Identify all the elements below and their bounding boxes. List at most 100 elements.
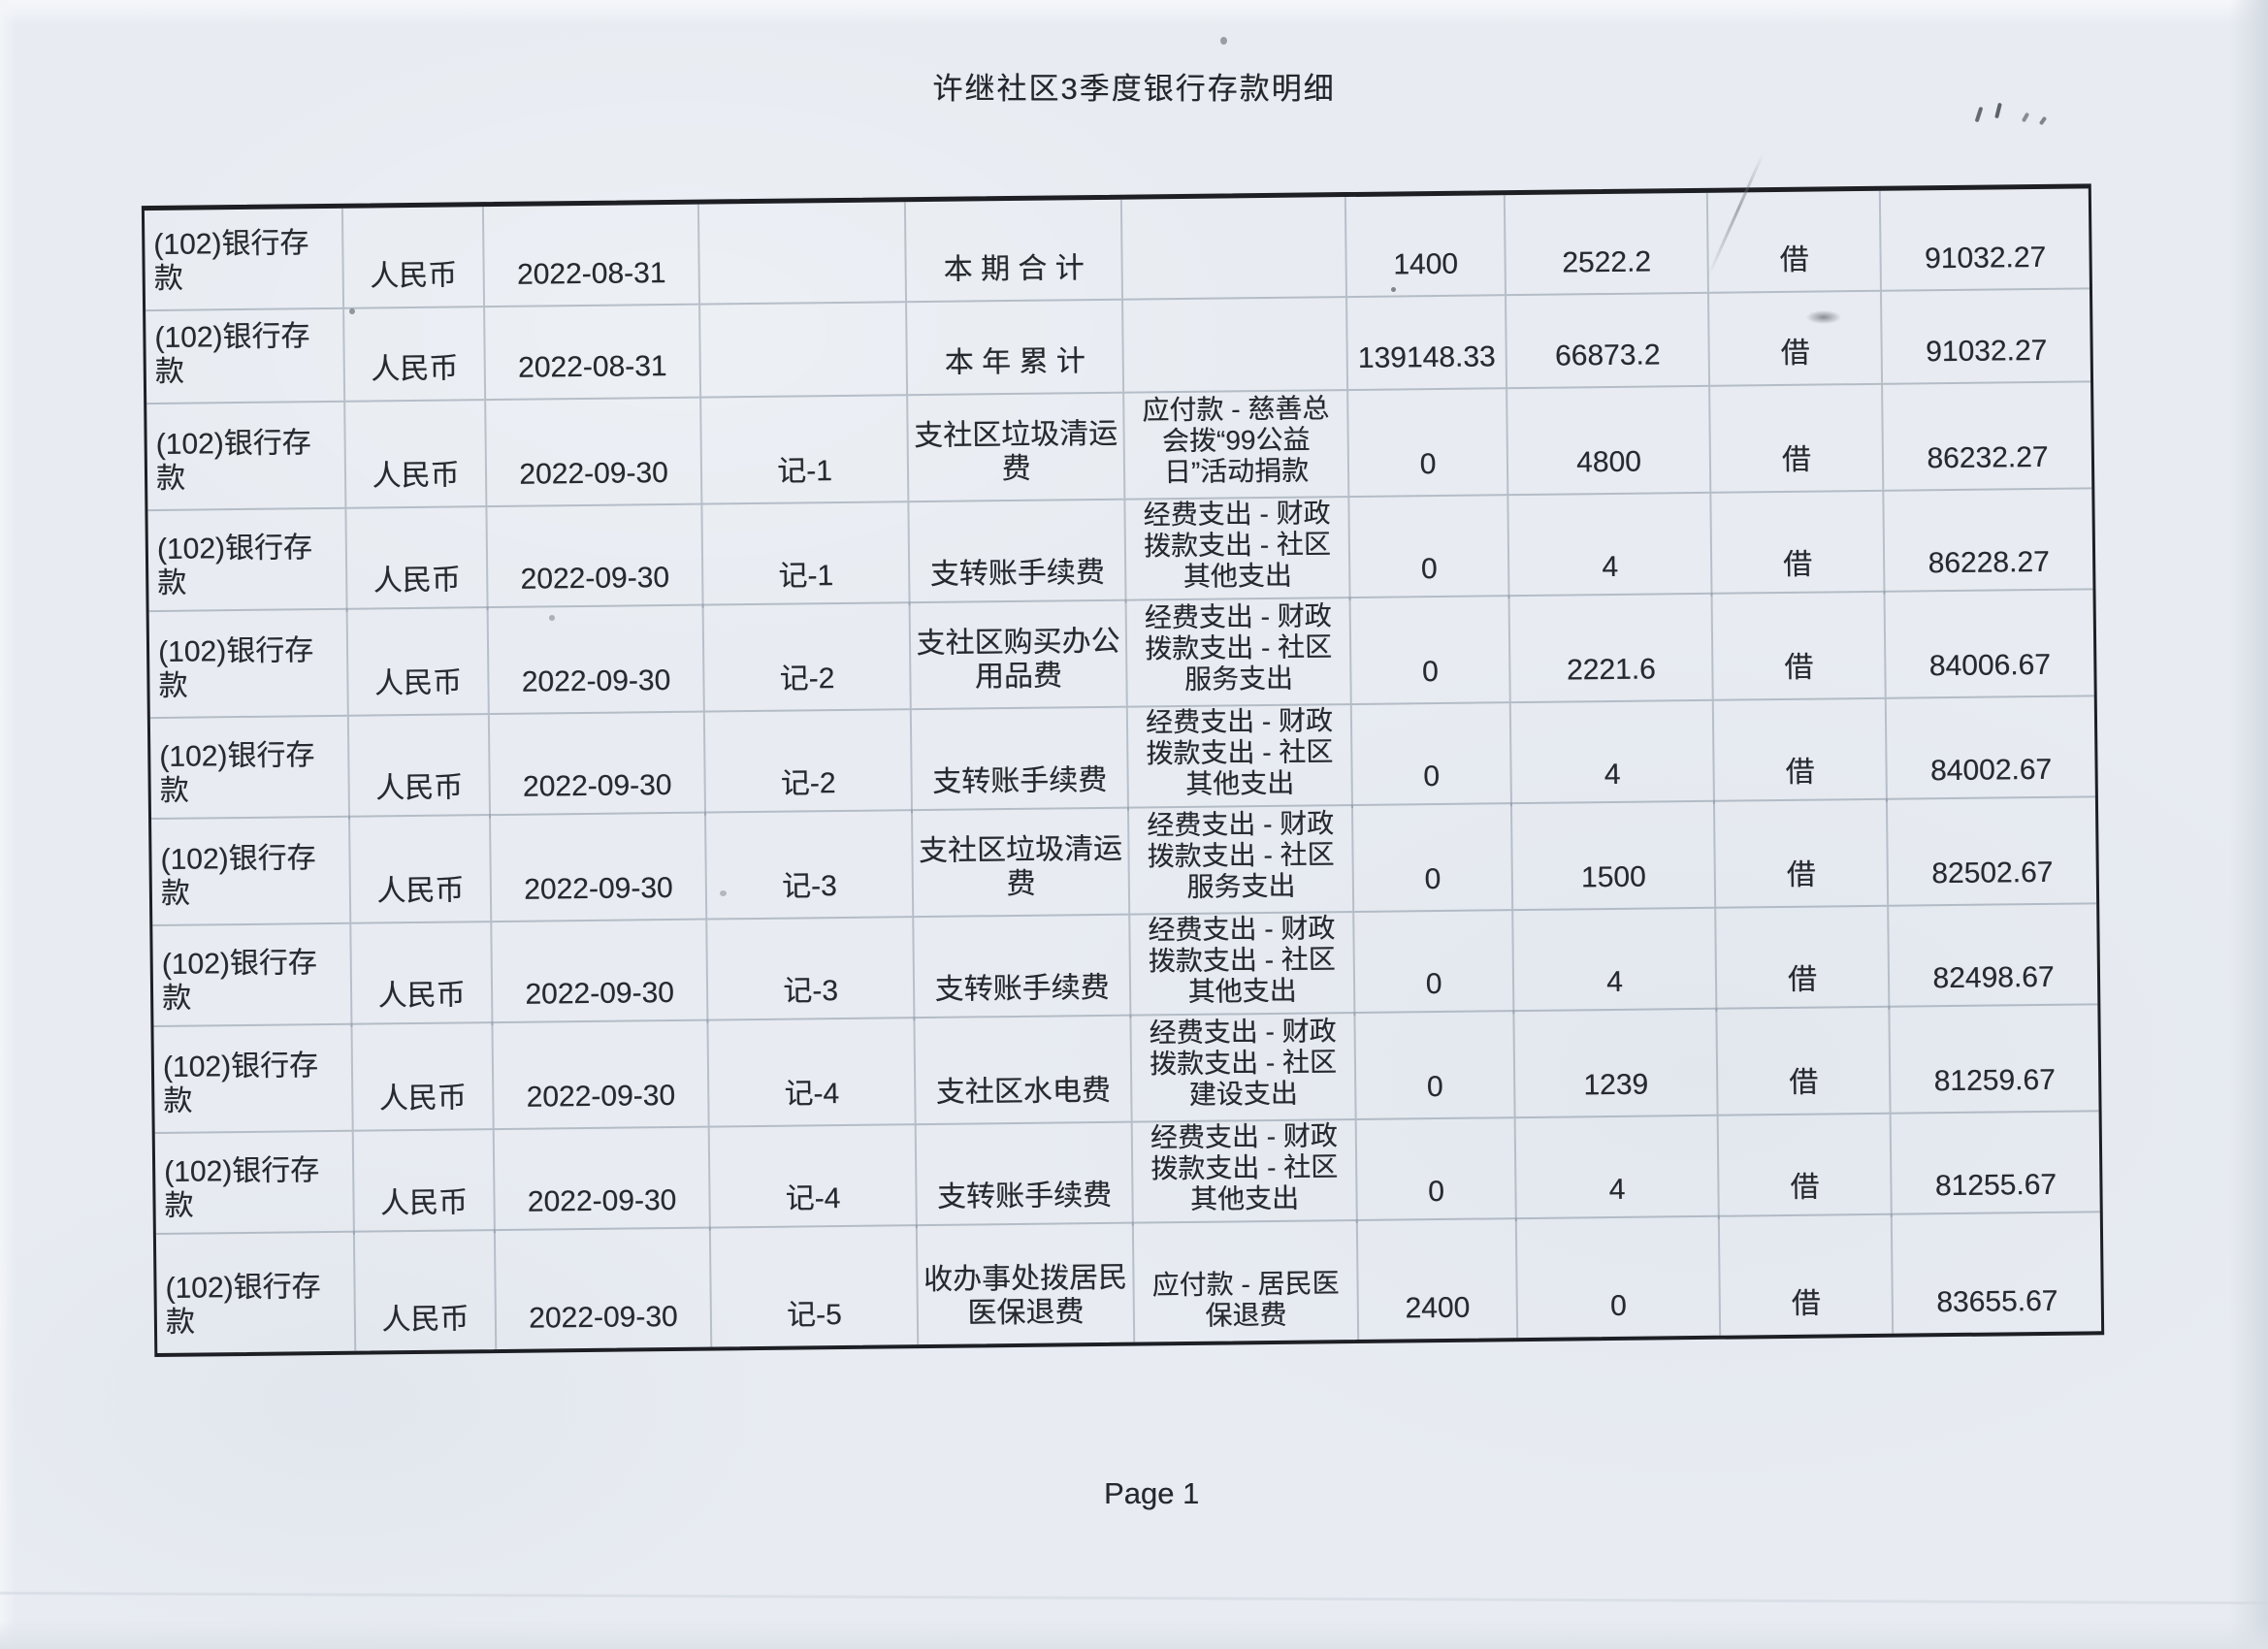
cell-voucher: 记-2: [703, 603, 912, 711]
scan-edge-bottom: [0, 1620, 2268, 1649]
cell-credit: 4: [1515, 1116, 1720, 1221]
cell-currency: 人民币: [345, 401, 488, 507]
cell-balance: 83655.67: [1936, 1285, 2058, 1319]
cell-voucher: 记-1: [701, 396, 910, 503]
cell-account: (102)银行存款: [153, 1024, 354, 1133]
cell-direction: 借: [1716, 906, 1891, 1012]
cell-date: 2022-09-30: [494, 1127, 711, 1233]
cell-date: 2022-09-30: [486, 398, 703, 506]
cell-account: (102)银行存款: [151, 817, 352, 925]
cell-voucher: 记-1: [702, 502, 911, 608]
scan-edge-right: [2229, 0, 2268, 1649]
cell-summary: 支转账手续费: [911, 707, 1130, 813]
cell-credit: 4: [1510, 700, 1715, 806]
cell-debit: 1400: [1345, 195, 1507, 297]
cell-direction: 借: [1711, 491, 1886, 597]
cell-currency: 人民币: [351, 922, 494, 1027]
cell-summary: 本 期 合 计: [905, 199, 1124, 302]
cell-date: 2022-09-30: [491, 813, 708, 922]
cell-counter-account: [1121, 197, 1347, 299]
cell-account: (102)银行存款: [148, 609, 349, 718]
dust-speck: [720, 890, 727, 896]
cell-voucher: [698, 202, 908, 304]
cell-currency: 人民币: [346, 507, 489, 612]
cell-summary: 支社区垃圾清运费: [908, 393, 1126, 501]
cell-direction: 借: [1708, 291, 1884, 385]
cell-date: 2022-09-30: [487, 504, 704, 610]
dust-speck: [349, 308, 355, 314]
cell-summary: 本 年 累 计: [907, 300, 1125, 395]
cell-credit: 66873.2: [1507, 293, 1711, 388]
cell-debit: 139148.33: [1347, 296, 1508, 390]
cell-balance: 81255.67: [1934, 1168, 2057, 1203]
cell-currency: 人民币: [353, 1130, 496, 1235]
cell-credit: 2522.2: [1505, 192, 1709, 295]
cell-date: 2022-09-30: [489, 712, 707, 818]
cell-currency: 人民币: [354, 1231, 498, 1351]
cell-credit: 2221.6: [1509, 594, 1714, 702]
page-title: 许继社区3季度银行存款明细: [932, 72, 1336, 106]
cell-voucher: 记-5: [710, 1226, 920, 1347]
cell-currency: 人民币: [348, 715, 492, 820]
cell-account: (102)银行存款: [144, 208, 345, 310]
cell-debit: 0: [1350, 597, 1511, 704]
cell-summary: 支社区水电费: [915, 1016, 1133, 1124]
table-row: (102)银行存款 人民币 2022-09-30 记-5 收办事处拨居民医保退费…: [155, 1212, 2101, 1354]
cell-balance: 91032.27: [1924, 242, 2047, 275]
cell-counter-account: 经费支出 - 财政拨款支出 - 社区建设支出: [1131, 1013, 1357, 1121]
page-number: Page 1: [1104, 1476, 1200, 1510]
cell-date: 2022-08-31: [483, 204, 701, 307]
cell-currency: 人民币: [347, 608, 490, 715]
cell-voucher: 记-4: [708, 1018, 917, 1126]
cell-credit: 4800: [1507, 386, 1712, 495]
cell-credit: 4: [1513, 908, 1718, 1014]
cell-summary: 收办事处拨居民医保退费: [917, 1223, 1136, 1345]
cell-debit: 0: [1349, 496, 1510, 600]
ledger-table: (102)银行存款 人民币 2022-08-31 本 期 合 计 1400 25…: [141, 183, 2105, 1358]
cell-balance: 86232.27: [1927, 441, 2049, 475]
dust-speck: [1220, 37, 1227, 45]
cell-summary: 支转账手续费: [909, 500, 1127, 605]
cell-balance: 86228.27: [1928, 545, 2050, 580]
cell-date: 2022-09-30: [495, 1228, 713, 1350]
cell-debit: 2400: [1357, 1219, 1519, 1340]
cell-account: (102)银行存款: [155, 1232, 357, 1354]
cell-direction: 借: [1719, 1214, 1895, 1336]
cell-direction: 借: [1710, 384, 1885, 492]
cell-account: (102)银行存款: [146, 308, 346, 404]
cell-credit: 4: [1508, 493, 1713, 598]
cell-currency: 人民币: [350, 816, 493, 922]
cell-voucher: [700, 303, 909, 397]
cell-date: 2022-09-30: [488, 605, 705, 714]
cell-counter-account: 经费支出 - 财政拨款支出 - 社区其他支出: [1127, 705, 1353, 811]
cell-debit: 0: [1355, 1012, 1516, 1118]
cell-direction: 借: [1707, 190, 1882, 292]
scan-edge-top: [0, 0, 2268, 25]
cell-credit: 1239: [1514, 1009, 1719, 1117]
cell-summary: 支社区购买办公用品费: [910, 600, 1128, 709]
cell-balance: 91032.27: [1925, 335, 2048, 369]
cell-account: (102)银行存款: [154, 1131, 355, 1237]
cell-balance: 84002.67: [1929, 753, 2053, 788]
cell-balance: 82498.67: [1932, 960, 2055, 995]
cell-account: (102)银行存款: [146, 402, 347, 510]
cell-debit: 0: [1354, 911, 1515, 1016]
cell-currency: 人民币: [352, 1023, 495, 1130]
cell-credit: 0: [1516, 1216, 1722, 1339]
cell-account: (102)银行存款: [152, 923, 353, 1029]
cell-voucher: 记-3: [706, 811, 915, 919]
cell-account: (102)银行存款: [147, 508, 348, 614]
cell-counter-account: 应付款 - 慈善总会拨“99公益日”活动捐款: [1124, 391, 1350, 499]
cell-debit: 0: [1348, 389, 1509, 497]
cell-currency: 人民币: [344, 307, 487, 401]
cell-counter-account: 经费支出 - 财政拨款支出 - 社区服务支出: [1126, 598, 1352, 706]
dust-speck: [549, 615, 555, 621]
cell-debit: 0: [1352, 804, 1514, 911]
cell-counter-account: 经费支出 - 财政拨款支出 - 社区其他支出: [1125, 498, 1351, 603]
cell-counter-account: 经费支出 - 财政拨款支出 - 社区其他支出: [1132, 1119, 1358, 1226]
cell-debit: 0: [1356, 1118, 1517, 1223]
cell-summary: 支转账手续费: [916, 1122, 1134, 1228]
dust-speck: [1391, 287, 1396, 292]
cell-direction: 借: [1712, 592, 1887, 699]
cell-summary: 支社区垃圾清运费: [912, 808, 1131, 917]
